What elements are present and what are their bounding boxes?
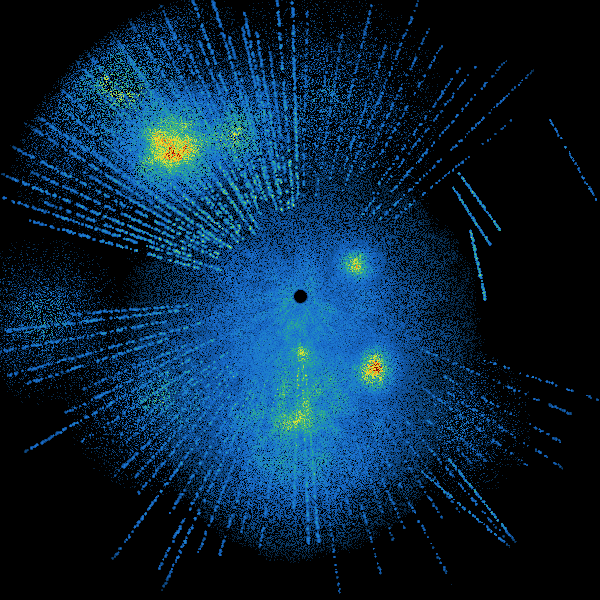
radar-reflectivity-canvas[interactable] — [0, 0, 600, 600]
radar-ppi-display[interactable]: Radar Reflectivity PPI Plan Position Ind… — [0, 0, 600, 600]
